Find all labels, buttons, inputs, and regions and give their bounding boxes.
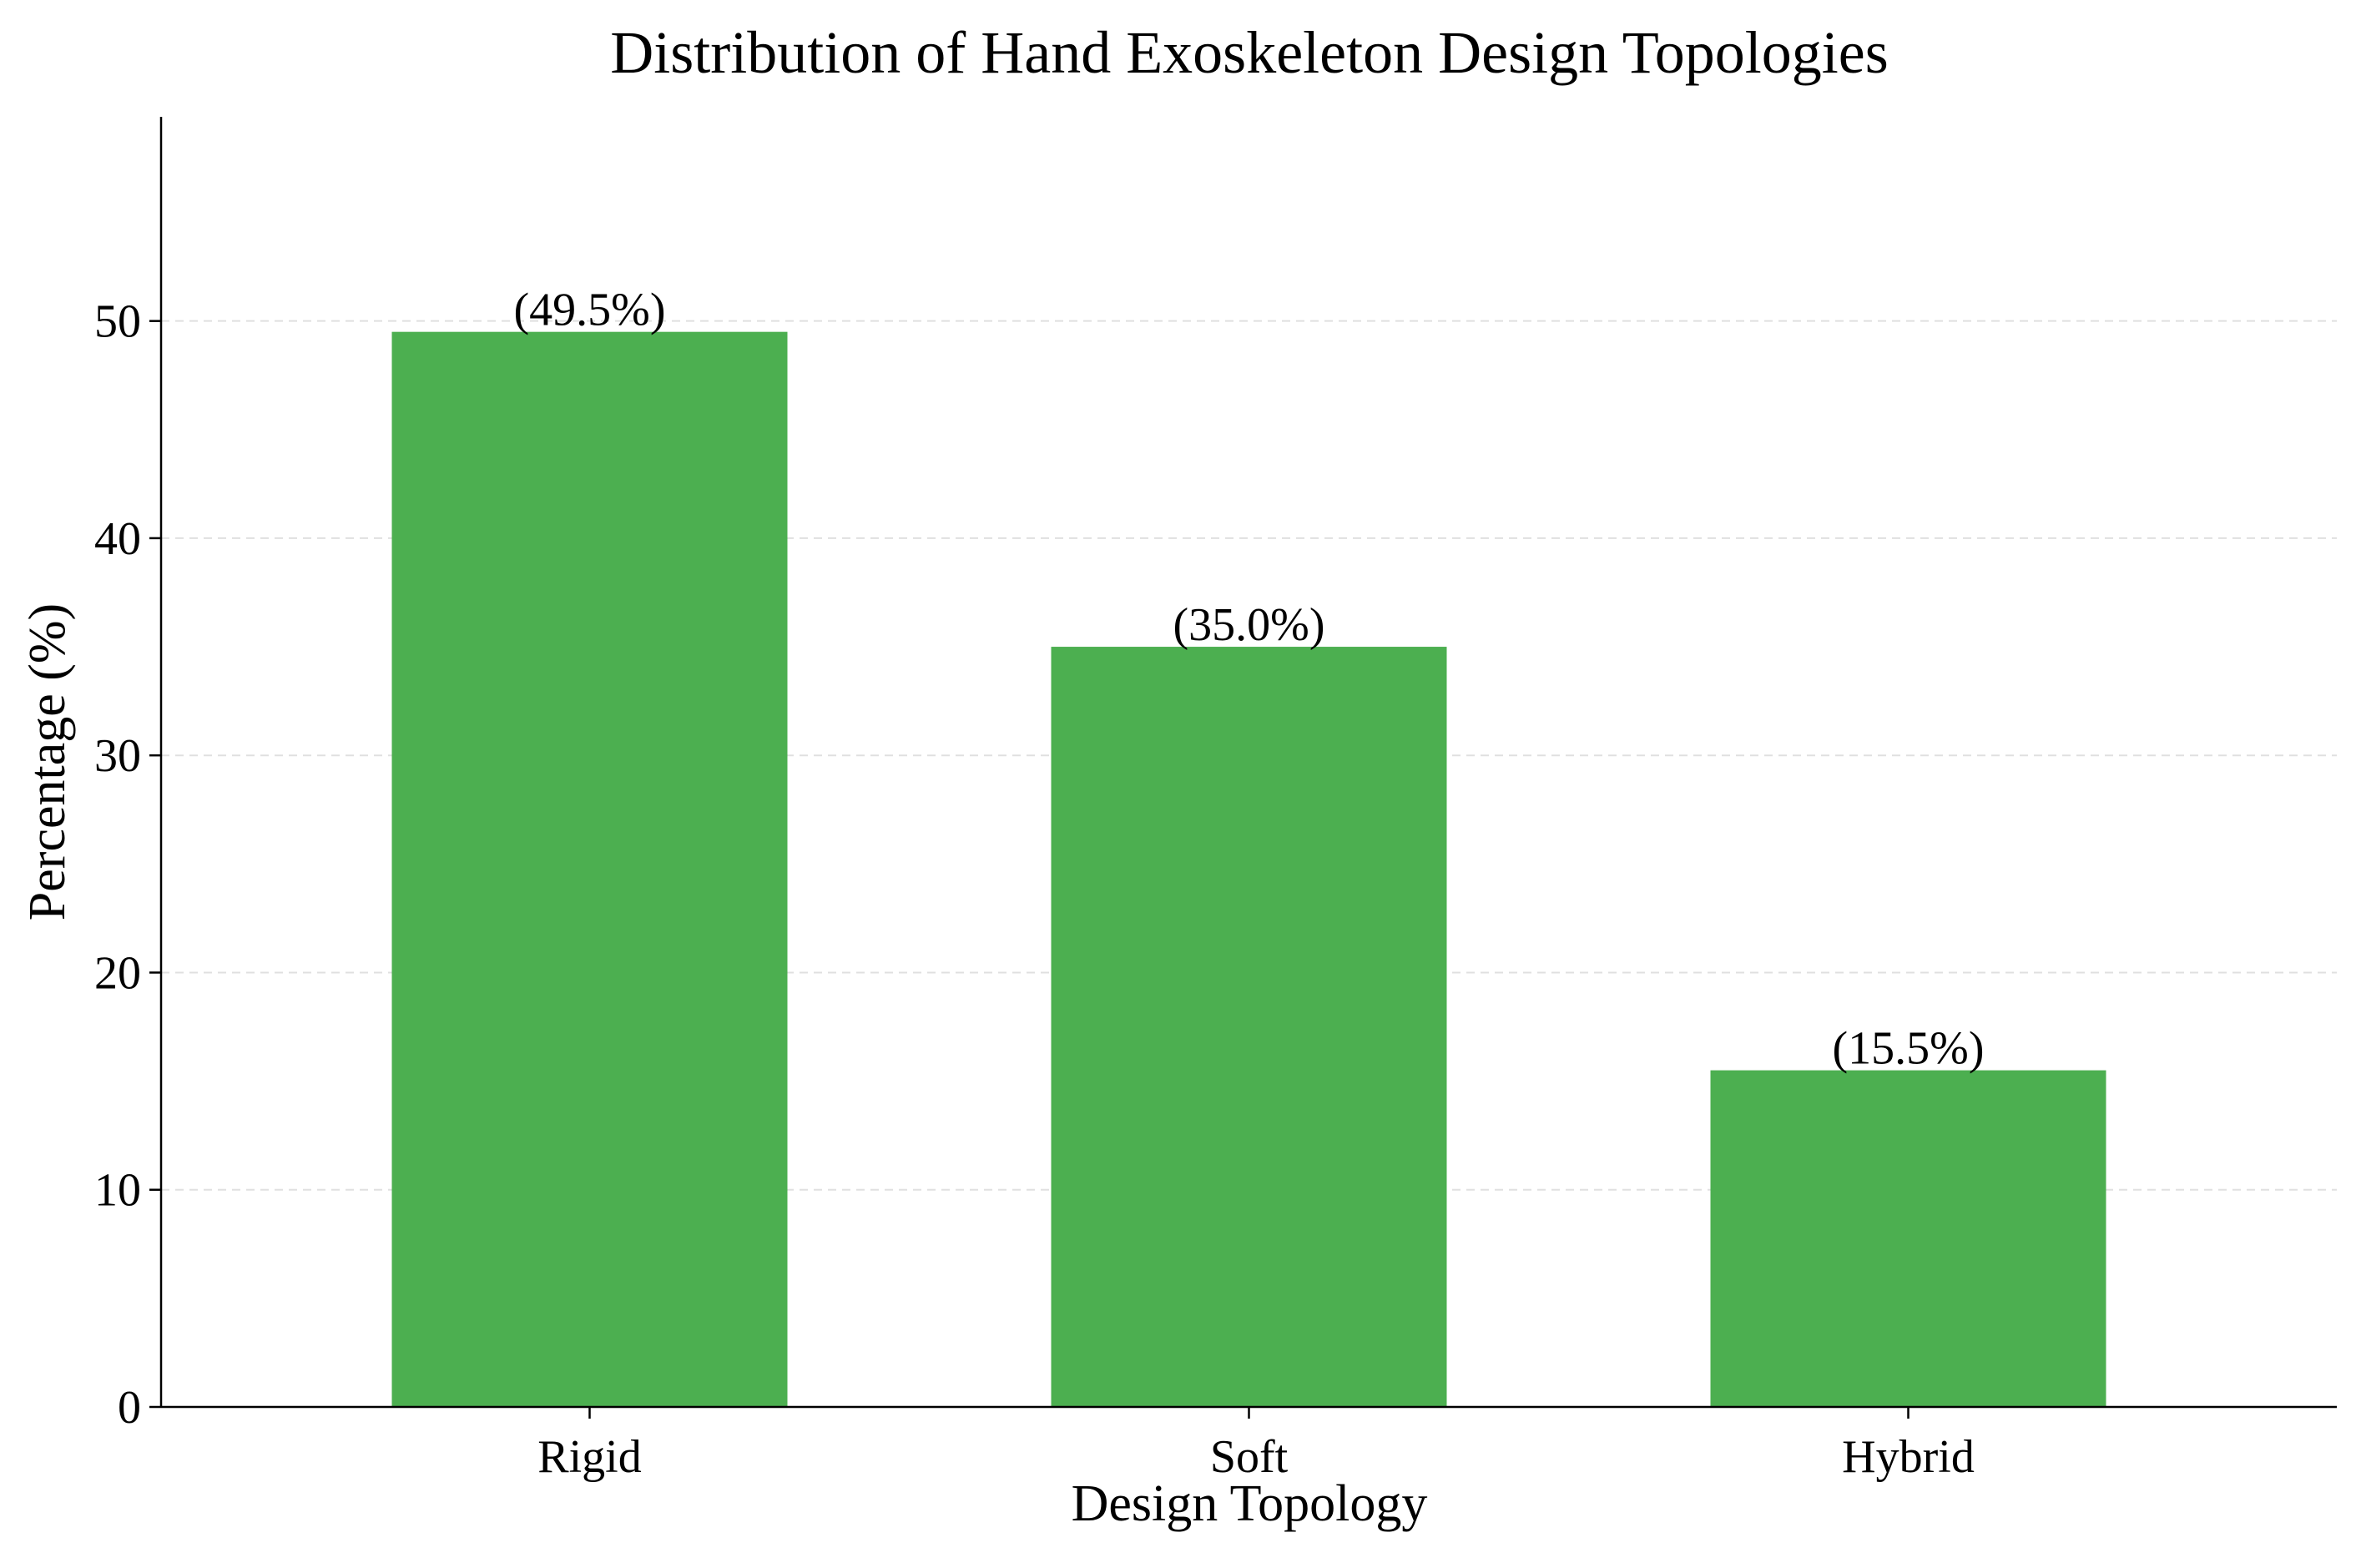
bar-soft	[1051, 647, 1447, 1407]
y-tick-label: 20	[94, 947, 141, 999]
y-tick-label: 30	[94, 730, 141, 782]
y-axis-ticks: 0 10 20 30 40 50	[94, 296, 161, 1434]
x-axis-title: Design Topology	[1072, 1475, 1428, 1532]
x-tick-label-rigid: Rigid	[537, 1431, 641, 1483]
bar-rigid	[391, 331, 788, 1408]
y-tick-label: 0	[118, 1382, 141, 1434]
data-labels: (49.5%) (35.0%) (15.5%)	[514, 285, 1985, 1075]
bars	[391, 331, 2106, 1408]
y-axis-title: Percentage (%)	[19, 603, 76, 920]
x-tick-label-hybrid: Hybrid	[1842, 1431, 1975, 1483]
data-label-rigid: (49.5%)	[514, 285, 666, 336]
y-tick-label: 40	[94, 513, 141, 565]
y-tick-label: 10	[94, 1165, 141, 1217]
data-label-soft: (35.0%)	[1173, 599, 1325, 651]
x-tick-label-soft: Soft	[1210, 1431, 1289, 1483]
y-tick-label: 50	[94, 296, 141, 348]
chart-title: Distribution of Hand Exoskeleton Design …	[610, 19, 1888, 86]
x-axis-ticks: Rigid Soft Hybrid	[537, 1407, 1975, 1483]
data-label-hybrid: (15.5%)	[1833, 1023, 1985, 1075]
bar-hybrid	[1710, 1070, 2106, 1407]
